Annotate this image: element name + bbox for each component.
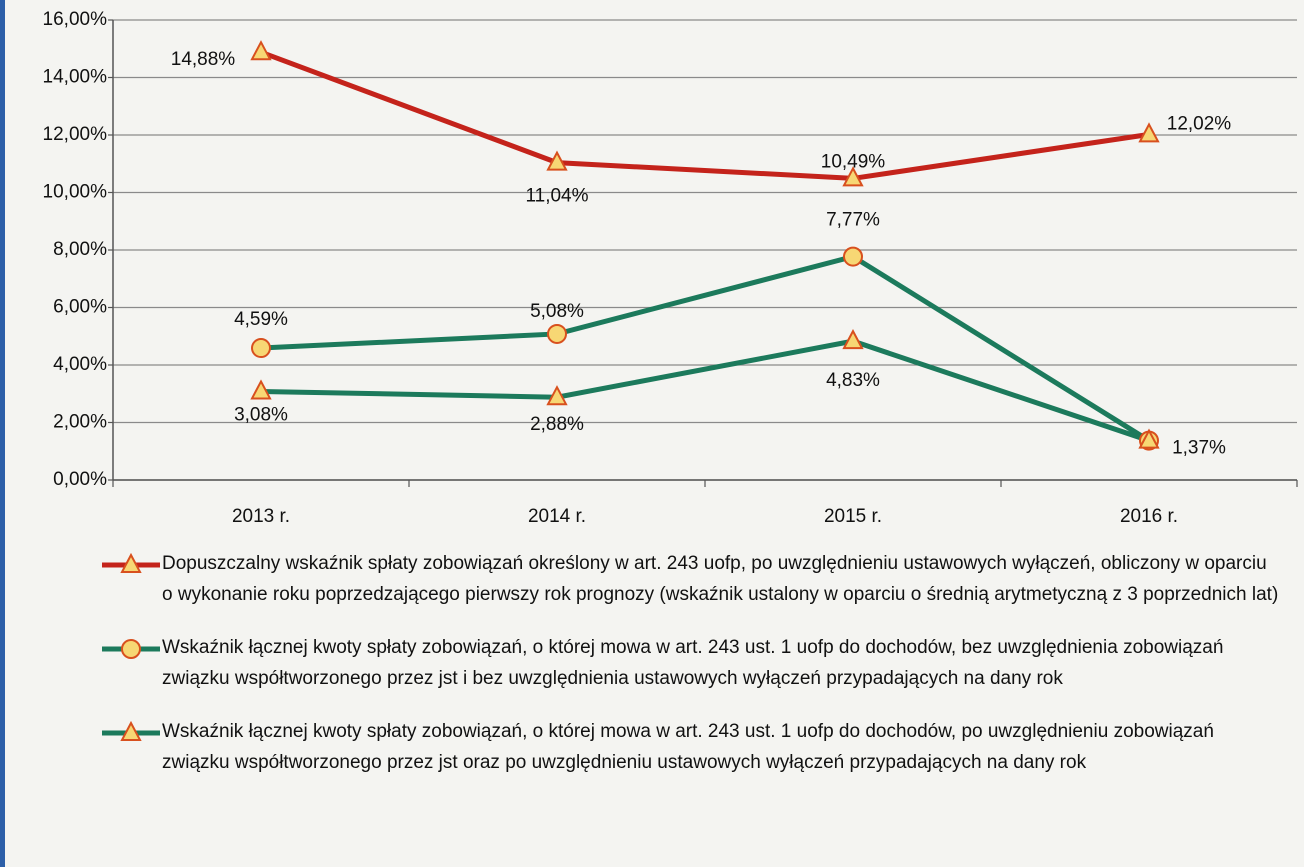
page-edge (0, 0, 5, 867)
x-tick-label: 2013 r. (232, 506, 290, 527)
data-label: 11,04% (525, 186, 588, 207)
legend-swatch (102, 552, 160, 573)
point (250, 40, 272, 61)
y-tick-label: 16,00% (43, 9, 108, 30)
series-line (260, 253, 1151, 443)
point (546, 385, 568, 406)
legend-entry: Wskaźnik łącznej kwoty spłaty zobowiązań… (100, 716, 1290, 778)
legend-entry: Dopuszczalny wskaźnik spłaty zobowiązań … (100, 548, 1290, 610)
data-label: 7,77% (826, 210, 880, 231)
point (250, 379, 272, 400)
y-tick-label: 0,00% (53, 469, 107, 490)
legend-entry: Wskaźnik łącznej kwoty spłaty zobowiązań… (100, 632, 1290, 694)
data-label: 3,08% (234, 404, 288, 425)
data-label: 1,37% (1172, 438, 1226, 459)
chart: 0,00% 2,00% 4,00% 6,00% 8,00% 10,00% 12,00% 14,… (43, 9, 1298, 527)
y-tick-label: 14,00% (43, 67, 108, 88)
data-label: 10,49% (821, 151, 886, 172)
legend-label: Dopuszczalny wskaźnik spłaty zobowiązań … (162, 553, 1279, 605)
data-label: 2,88% (530, 414, 584, 435)
point (546, 150, 568, 171)
y-tick-label: 6,00% (53, 297, 107, 318)
point (843, 246, 863, 267)
point (120, 720, 142, 741)
legend: Dopuszczalny wskaźnik spłaty zobowiązań … (100, 548, 1290, 800)
point (1138, 428, 1160, 449)
data-label: 14,88% (171, 49, 236, 70)
legend-label: Wskaźnik łącznej kwoty spłaty zobowiązań… (162, 721, 1214, 773)
y-tick-label: 8,00% (53, 239, 107, 260)
y-tick-label: 12,00% (43, 124, 108, 145)
series-line (260, 49, 1150, 181)
legend-swatch (102, 720, 160, 741)
data-label: 5,08% (530, 301, 584, 322)
x-tick-label: 2014 r. (528, 506, 586, 527)
point (547, 323, 567, 344)
data-label: 4,59% (234, 309, 288, 330)
point (1138, 122, 1160, 143)
data-label: 12,02% (1167, 113, 1232, 134)
y-tick-label: 10,00% (43, 182, 108, 203)
y-tick-label: 2,00% (53, 412, 107, 433)
point (121, 639, 141, 659)
point (251, 338, 271, 359)
point (842, 329, 864, 350)
x-tick-label: 2015 r. (824, 506, 882, 527)
series-line (260, 338, 1150, 443)
legend-label: Wskaźnik łącznej kwoty spłaty zobowiązań… (162, 637, 1224, 689)
legend-swatch (102, 639, 160, 659)
data-label: 4,83% (826, 370, 880, 391)
x-tick-label: 2016 r. (1120, 506, 1178, 527)
point (120, 552, 142, 573)
point (842, 166, 864, 187)
y-tick-label: 4,00% (53, 354, 107, 375)
